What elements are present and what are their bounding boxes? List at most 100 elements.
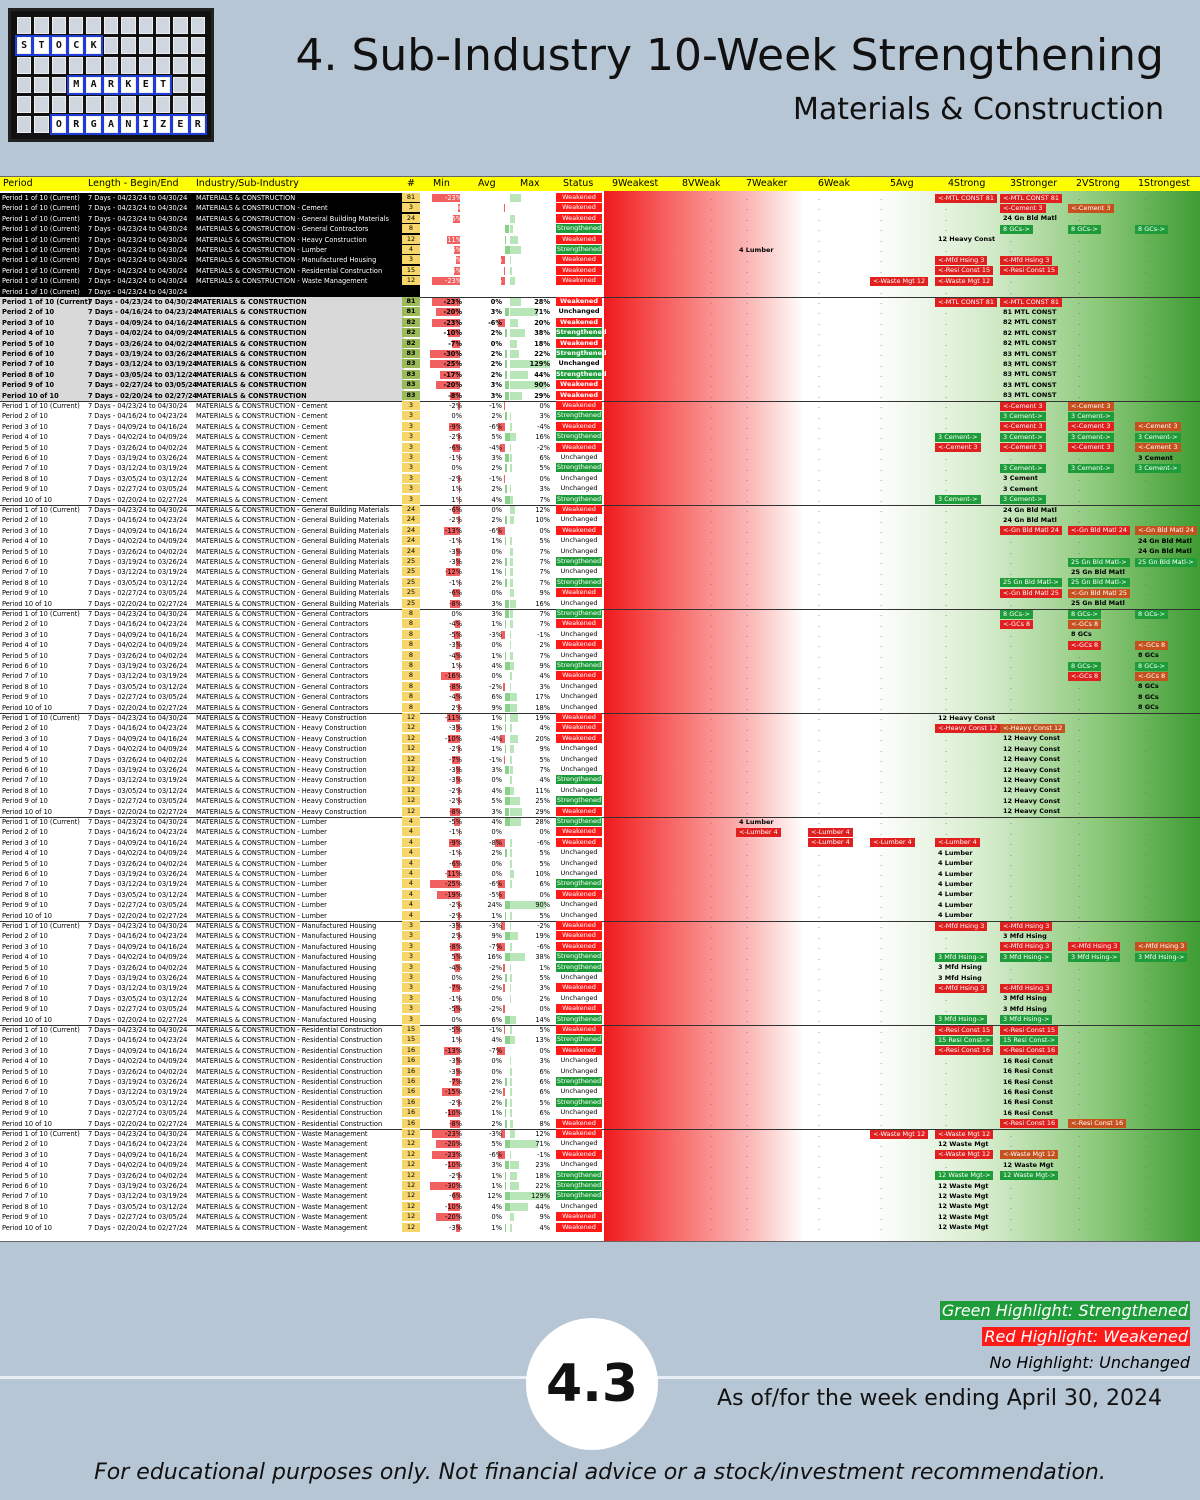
row-period: Period 9 of 10 xyxy=(2,693,48,702)
row-length: 7 Days - 04/23/24 to 04/30/24 xyxy=(88,246,188,254)
row-length: 7 Days - 03/19/24 to 03/26/24 xyxy=(88,662,188,670)
rank-label: 4 Lumber xyxy=(938,890,973,899)
row-max: 18% xyxy=(534,339,550,348)
row-period: Period 10 of 10 xyxy=(2,911,52,920)
row-max: 7% xyxy=(539,578,550,587)
min-bar xyxy=(456,724,460,733)
row-min: -6% xyxy=(449,443,462,452)
block-gbm: Period 1 of 10 (Current) 7 Days - 04/23/2… xyxy=(0,505,1200,609)
row-period: Period 6 of 10 xyxy=(2,558,48,566)
rank-label: 24 Gn Bld Matl xyxy=(1003,214,1057,223)
min-bar xyxy=(432,1150,460,1159)
min-bar xyxy=(455,963,460,972)
min-bar xyxy=(437,890,460,899)
row-min: -23% xyxy=(444,194,462,202)
min-bar xyxy=(449,838,460,847)
row-industry: MATERIALS & CONSTRUCTION - General Contr… xyxy=(196,703,369,712)
logo-tile: C xyxy=(67,34,86,56)
max-bar xyxy=(510,880,513,889)
row-period: Period 4 of 10 xyxy=(2,1057,48,1066)
row-count: 81 xyxy=(402,307,420,317)
avg-bar xyxy=(503,474,505,483)
row-length: 7 Days - 02/20/24 to 02/27/24 xyxy=(88,495,188,504)
row-length: 7 Days - 03/12/24 to 03/19/24 xyxy=(88,984,188,993)
row-max: -6% xyxy=(537,838,550,847)
row-avg: -6% xyxy=(489,526,502,535)
row-status: Unchanged xyxy=(556,1087,602,1097)
row-avg: 0% xyxy=(491,672,502,681)
row-industry: MATERIALS & CONSTRUCTION - Manufactured … xyxy=(196,1015,377,1024)
row-min: -10% xyxy=(444,734,462,743)
avg-bar xyxy=(497,526,505,535)
row-industry: MATERIALS & CONSTRUCTION - Heavy Constru… xyxy=(196,724,367,733)
row-industry: MATERIALS & CONSTRUCTION xyxy=(196,194,296,202)
row-count: 3 xyxy=(402,255,420,265)
row-industry: MATERIALS & CONSTRUCTION - Lumber xyxy=(196,859,327,868)
row-max: 9% xyxy=(539,1213,550,1222)
row-min: -1% xyxy=(449,994,462,1003)
rank-label: <-GCs 8 xyxy=(1068,619,1102,629)
row-status: Unchanged xyxy=(556,536,602,546)
row-period: Period 2 of 10 xyxy=(2,516,48,525)
row-count: 16 xyxy=(402,1056,420,1066)
rank-label: <-GCs 8 xyxy=(1135,640,1169,650)
row-count: 12 xyxy=(402,1170,420,1180)
row-max: 44% xyxy=(535,1202,550,1211)
table-header: Period Length - Begin/End Industry/Sub-I… xyxy=(0,177,1200,191)
row-avg: -4% xyxy=(489,734,502,743)
row-industry: MATERIALS & CONSTRUCTION - Cement xyxy=(196,422,328,431)
row-industry: MATERIALS & CONSTRUCTION - Heavy Constru… xyxy=(196,776,367,785)
row-count: 4 xyxy=(402,817,420,826)
row-status: Weakened xyxy=(556,1129,602,1138)
row-avg: -8% xyxy=(489,838,502,847)
max-bar xyxy=(510,1140,539,1149)
row-status: Weakened xyxy=(556,505,602,514)
row-max: 18% xyxy=(535,1171,550,1180)
row-avg: 0% xyxy=(491,828,502,837)
row-avg: 2% xyxy=(490,329,502,338)
rank-label: 3 Cement-> xyxy=(1135,432,1181,442)
row-status: Weakened xyxy=(556,1222,602,1232)
rank-label: 4 Lumber xyxy=(739,245,774,254)
rank-label: 4 Lumber xyxy=(938,859,973,868)
min-bar xyxy=(457,1098,460,1107)
avg-bar xyxy=(502,963,505,972)
row-count: 16 xyxy=(402,1108,420,1118)
avg-bar xyxy=(505,370,508,379)
row-length: 7 Days - 04/23/24 to 04/30/24 xyxy=(88,1130,188,1138)
row-length: 7 Days - 04/16/24 to 04/23/24 xyxy=(88,516,188,525)
header-2vstrong: 2VStrong xyxy=(1076,178,1120,189)
avg-bar xyxy=(501,1130,505,1138)
row-length: 7 Days - 03/26/24 to 04/02/24 xyxy=(88,963,188,972)
row-min: 5% xyxy=(451,953,462,962)
row-max: 5% xyxy=(539,266,550,275)
row-industry: MATERIALS & CONSTRUCTION xyxy=(196,339,307,348)
logo-tile xyxy=(155,96,171,114)
row-period: Period 8 of 10 xyxy=(2,1098,48,1107)
row-length: 7 Days - 03/05/24 to 03/12/24 xyxy=(88,578,188,587)
row-max: 3% xyxy=(539,682,550,691)
row-count: 3 xyxy=(402,473,420,483)
row-period: Period 1 of 10 (Current) xyxy=(2,1130,80,1138)
block-waste: Period 1 of 10 (Current) 7 Days - 04/23/2… xyxy=(0,1129,1200,1233)
row-count: 8 xyxy=(402,671,420,681)
row-period: Period 4 of 10 xyxy=(2,433,48,442)
row-min: -4% xyxy=(449,963,462,972)
legend-red: Red Highlight: Weakened xyxy=(982,1327,1190,1346)
row-period: Period 4 of 10 xyxy=(2,953,48,962)
min-bar xyxy=(446,870,460,878)
row-status: Weakened xyxy=(556,297,602,306)
row-avg: -6% xyxy=(489,422,502,431)
avg-bar xyxy=(505,1119,508,1128)
row-count: 12 xyxy=(402,775,420,785)
rank-label: 3 Cement-> xyxy=(935,495,981,505)
row-period: Period 2 of 10 xyxy=(2,724,48,733)
row-status: Weakened xyxy=(556,983,602,993)
row-max: 5% xyxy=(539,1098,550,1107)
max-bar xyxy=(510,1202,528,1211)
rank-label: 4 Lumber xyxy=(938,879,973,888)
row-length: 7 Days - 03/26/24 to 04/02/24 xyxy=(88,651,188,660)
rank-label: 8 GCs-> xyxy=(1135,661,1168,671)
row-period: Period 5 of 10 xyxy=(2,547,48,556)
rank-label: 4 Lumber xyxy=(739,817,774,826)
